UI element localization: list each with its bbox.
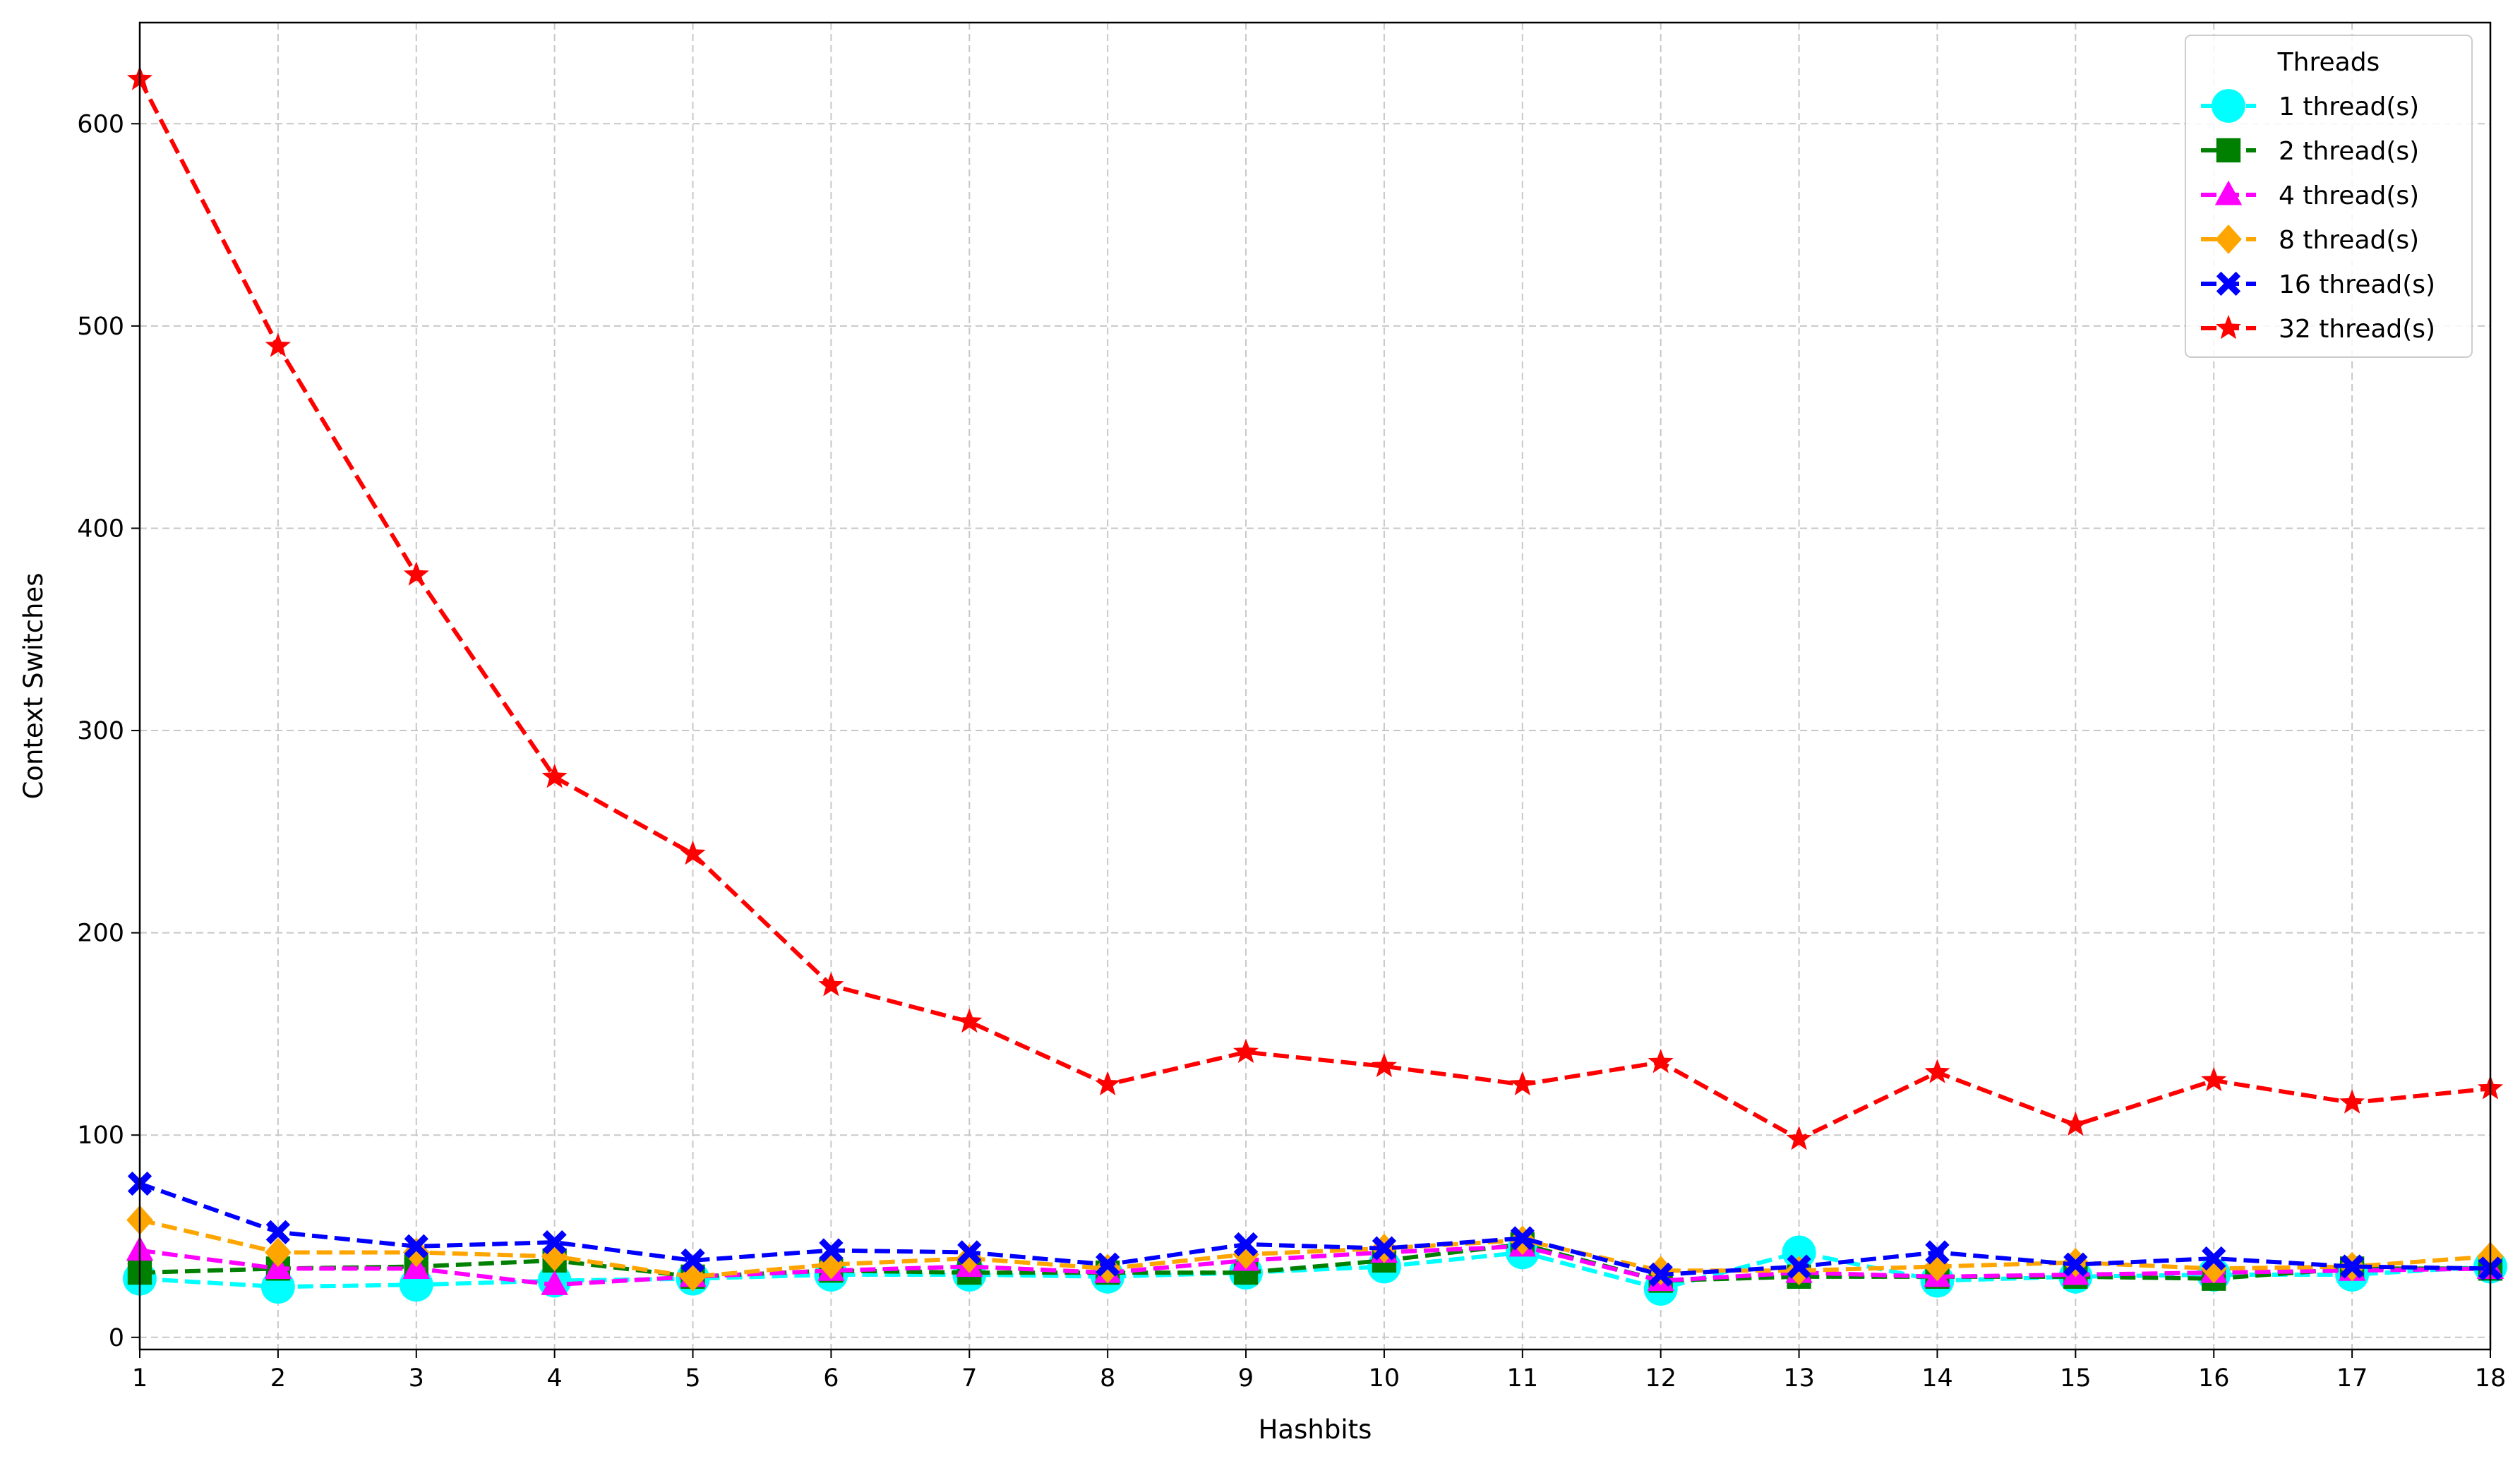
data-point <box>818 972 844 997</box>
data-point <box>404 1234 428 1259</box>
x-tick-label: 18 <box>2475 1364 2507 1393</box>
legend-marker <box>2215 315 2242 339</box>
legend-entry: 8 thread(s) <box>2201 224 2419 255</box>
series-line <box>139 1244 2491 1287</box>
data-point <box>265 1237 292 1268</box>
data-point <box>265 332 291 357</box>
x-tick-label: 1 <box>132 1364 148 1393</box>
data-point <box>2339 1254 2365 1279</box>
x-tick-label: 6 <box>823 1364 839 1393</box>
legend-entry: 16 thread(s) <box>2201 270 2435 299</box>
data-point <box>1096 1252 1120 1277</box>
legend-label: 1 thread(s) <box>2279 92 2419 121</box>
data-point <box>265 1220 291 1244</box>
legend-marker <box>2216 138 2241 163</box>
data-point <box>1648 1049 1674 1074</box>
data-point <box>2063 1111 2089 1136</box>
data-point <box>1648 1262 1673 1287</box>
x-tick-label: 9 <box>1238 1364 1254 1393</box>
data-point <box>541 1241 568 1272</box>
legend-entry: 2 thread(s) <box>2201 137 2419 166</box>
data-point <box>680 1248 705 1273</box>
x-tick-label: 8 <box>1100 1364 1115 1393</box>
y-tick-label: 300 <box>77 717 124 745</box>
data-point <box>1787 1254 1811 1279</box>
plot-frame <box>138 21 2492 1351</box>
x-tick-label: 15 <box>2060 1364 2092 1393</box>
x-tick-label: 13 <box>1783 1364 1815 1393</box>
x-tick-label: 11 <box>1507 1364 1539 1393</box>
legend-entry: 1 thread(s) <box>2201 89 2419 123</box>
x-tick-label: 7 <box>961 1364 977 1393</box>
y-tick-label: 100 <box>77 1122 124 1150</box>
x-tick-label: 2 <box>270 1364 286 1393</box>
data-point <box>679 1261 707 1292</box>
legend-label: 32 thread(s) <box>2279 315 2435 344</box>
y-axis-title: Context Switches <box>18 572 49 799</box>
data-point <box>819 1238 844 1263</box>
x-axis-title: Hashbits <box>1259 1414 1372 1445</box>
x-tick-label: 17 <box>2336 1364 2368 1393</box>
legend-title: Threads <box>2277 48 2380 77</box>
data-point <box>2063 1252 2088 1277</box>
y-tick-label: 500 <box>77 313 124 341</box>
x-tick-label: 16 <box>2198 1364 2230 1393</box>
data-point <box>541 1270 568 1295</box>
legend-label: 8 thread(s) <box>2279 226 2419 255</box>
axes: 1 2 3 4 5 6 7 8 9 10 11 12 13 14 15 16 17 180100200300400… <box>77 110 2506 1393</box>
data-point <box>1233 1232 1259 1257</box>
y-tick-label: 600 <box>77 110 124 138</box>
data-point <box>2202 1246 2226 1271</box>
data-point <box>542 1229 567 1255</box>
x-tick-label: 10 <box>1369 1364 1400 1393</box>
legend-marker <box>2212 89 2245 123</box>
data-point <box>1924 1059 1950 1083</box>
y-tick-label: 200 <box>77 920 124 948</box>
x-tick-label: 12 <box>1645 1364 1676 1393</box>
y-tick-label: 0 <box>109 1324 124 1352</box>
legend-label: 16 thread(s) <box>2279 270 2435 299</box>
data-point <box>1925 1240 1950 1265</box>
x-tick-label: 4 <box>547 1364 563 1393</box>
legend-marker <box>2216 271 2241 296</box>
data-point <box>2201 1066 2227 1092</box>
data-point <box>403 561 429 586</box>
data-point <box>1232 1038 1259 1064</box>
data-point <box>541 763 568 788</box>
data-point <box>2200 1253 2228 1284</box>
legend-entry: 32 thread(s) <box>2201 315 2435 344</box>
series-line <box>139 1182 2491 1277</box>
data-point <box>1786 1125 1812 1150</box>
data-point <box>1509 1071 1535 1095</box>
data-point <box>1510 1226 1535 1251</box>
legend: Threads 1 thread(s) 2 thread(s) 4 thread(s)… <box>2185 35 2473 358</box>
data-point <box>956 1008 983 1033</box>
legend-box <box>2185 35 2473 358</box>
data-point <box>1095 1071 1121 1095</box>
x-tick-label: 3 <box>409 1364 424 1393</box>
legend-label: 2 thread(s) <box>2279 137 2419 166</box>
y-tick-label: 400 <box>77 515 124 543</box>
data-point <box>1371 1052 1398 1078</box>
x-tick-label: 14 <box>1921 1364 1953 1393</box>
series-layer <box>123 66 2507 1306</box>
series-line <box>138 78 2491 1142</box>
series-line <box>139 1241 2490 1283</box>
legend-entry: 4 thread(s) <box>2201 180 2419 210</box>
grid <box>139 23 2491 1349</box>
data-point <box>680 840 706 865</box>
x-tick-label: 5 <box>685 1364 700 1393</box>
legend-marker <box>2214 180 2243 205</box>
legend-marker <box>2215 224 2242 254</box>
data-point <box>2339 1089 2365 1114</box>
data-point <box>1372 1236 1397 1261</box>
legend-label: 4 thread(s) <box>2279 181 2419 210</box>
data-point <box>957 1240 982 1265</box>
